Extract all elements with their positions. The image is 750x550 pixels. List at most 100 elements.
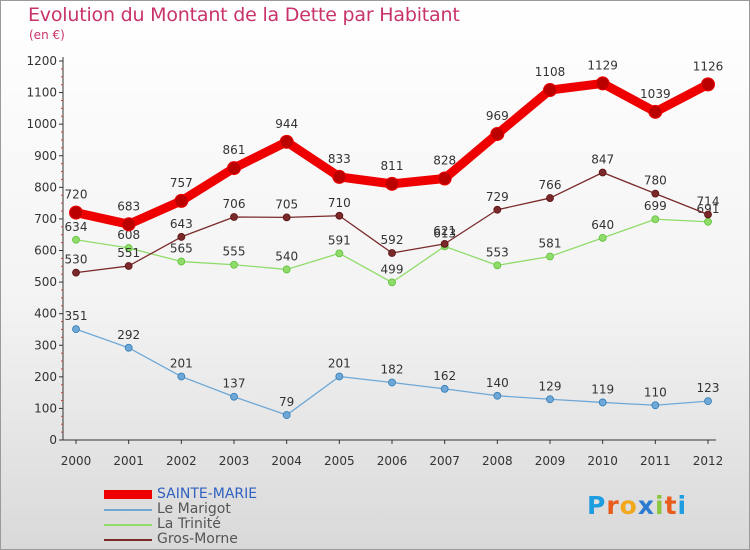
data-label: 129 bbox=[539, 379, 562, 393]
y-tick-label: 0 bbox=[49, 433, 57, 447]
data-label: 683 bbox=[117, 199, 140, 213]
y-tick-label: 800 bbox=[34, 180, 57, 194]
data-point bbox=[230, 260, 238, 269]
legend-swatch bbox=[104, 523, 152, 526]
x-tick-label: 2007 bbox=[429, 454, 460, 468]
data-point bbox=[385, 176, 399, 191]
data-point bbox=[598, 168, 607, 177]
y-tick-label: 700 bbox=[34, 212, 57, 226]
data-point bbox=[72, 235, 80, 244]
data-label: 634 bbox=[65, 220, 88, 234]
data-label: 1129 bbox=[587, 58, 618, 72]
data-label: 592 bbox=[381, 233, 404, 247]
data-point bbox=[177, 372, 186, 381]
x-tick-label: 2002 bbox=[166, 454, 197, 468]
legend-label: Le Marigot bbox=[157, 501, 231, 517]
data-point bbox=[279, 134, 294, 149]
logo-letter: i bbox=[655, 491, 665, 520]
data-point bbox=[124, 262, 133, 270]
data-label: 828 bbox=[433, 153, 456, 167]
data-label: 621 bbox=[433, 224, 456, 238]
y-tick-label: 500 bbox=[34, 275, 57, 289]
data-point bbox=[72, 268, 80, 277]
x-tick-label: 2011 bbox=[640, 454, 671, 468]
data-point bbox=[230, 392, 238, 401]
y-tick-label: 900 bbox=[34, 149, 57, 163]
data-point bbox=[701, 77, 715, 92]
x-tick-label: 2012 bbox=[693, 454, 724, 468]
data-point bbox=[174, 193, 189, 208]
data-label: 729 bbox=[486, 190, 509, 204]
data-label: 119 bbox=[591, 382, 614, 396]
data-label: 944 bbox=[275, 117, 298, 131]
chart-title: Evolution du Montant de la Dette par Hab… bbox=[28, 4, 460, 26]
data-point bbox=[388, 278, 396, 287]
data-point bbox=[493, 261, 502, 270]
data-label: 714 bbox=[697, 194, 720, 208]
data-point bbox=[335, 372, 344, 381]
data-point bbox=[546, 395, 554, 404]
data-label: 705 bbox=[275, 197, 298, 211]
data-point bbox=[546, 194, 554, 202]
data-point bbox=[335, 211, 344, 220]
data-point bbox=[543, 83, 557, 98]
data-label: 613 bbox=[433, 226, 456, 240]
data-point bbox=[124, 244, 133, 252]
legend-swatch bbox=[104, 508, 152, 511]
data-label: 565 bbox=[170, 242, 193, 256]
data-label: 581 bbox=[539, 237, 562, 251]
data-label: 140 bbox=[486, 376, 509, 390]
data-label: 706 bbox=[223, 197, 246, 211]
data-point bbox=[651, 189, 660, 198]
data-point bbox=[704, 397, 712, 406]
x-tick-label: 2003 bbox=[219, 454, 250, 468]
data-point bbox=[282, 213, 291, 222]
x-tick-label: 2001 bbox=[113, 454, 144, 468]
data-label: 811 bbox=[381, 159, 404, 173]
y-tick-label: 1200 bbox=[26, 54, 57, 68]
y-tick-label: 600 bbox=[34, 244, 57, 258]
data-label: 110 bbox=[644, 385, 667, 399]
data-point bbox=[598, 233, 607, 242]
y-tick-label: 400 bbox=[34, 307, 57, 321]
data-label: 591 bbox=[328, 233, 351, 247]
data-point bbox=[72, 325, 80, 334]
data-label: 861 bbox=[223, 143, 246, 157]
data-label: 699 bbox=[644, 199, 667, 213]
data-label: 608 bbox=[117, 228, 140, 242]
logo-letter: t bbox=[664, 491, 678, 520]
data-point bbox=[177, 257, 186, 266]
data-point bbox=[437, 171, 452, 186]
logo-letter: P bbox=[587, 491, 607, 520]
data-label: 123 bbox=[697, 381, 720, 395]
x-tick-label: 2009 bbox=[535, 454, 566, 468]
data-label: 780 bbox=[644, 174, 667, 188]
data-point bbox=[651, 215, 660, 224]
data-label: 1126 bbox=[693, 59, 724, 73]
data-label: 1039 bbox=[640, 87, 671, 101]
legend-swatch bbox=[104, 490, 152, 499]
data-point bbox=[493, 391, 502, 400]
logo-letter: i bbox=[677, 491, 688, 520]
y-tick-label: 1100 bbox=[26, 86, 57, 100]
y-tick-label: 300 bbox=[34, 338, 57, 352]
data-point bbox=[69, 205, 83, 220]
data-point bbox=[332, 169, 347, 184]
data-point bbox=[493, 205, 502, 214]
data-label: 201 bbox=[328, 357, 351, 371]
data-point bbox=[177, 233, 186, 241]
data-point bbox=[490, 126, 505, 141]
data-point bbox=[651, 401, 660, 410]
data-point bbox=[388, 249, 396, 257]
data-label: 201 bbox=[170, 357, 193, 371]
logo-letter: x bbox=[637, 491, 655, 520]
legend-label: SAINTE-MARIE bbox=[157, 486, 258, 502]
x-tick-label: 2004 bbox=[271, 454, 302, 468]
data-label: 757 bbox=[170, 176, 193, 190]
proxiti-logo: Proxiti bbox=[587, 491, 687, 520]
data-label: 720 bbox=[65, 188, 88, 202]
data-point bbox=[598, 398, 607, 407]
data-label: 182 bbox=[381, 363, 404, 377]
data-label: 351 bbox=[65, 309, 88, 323]
